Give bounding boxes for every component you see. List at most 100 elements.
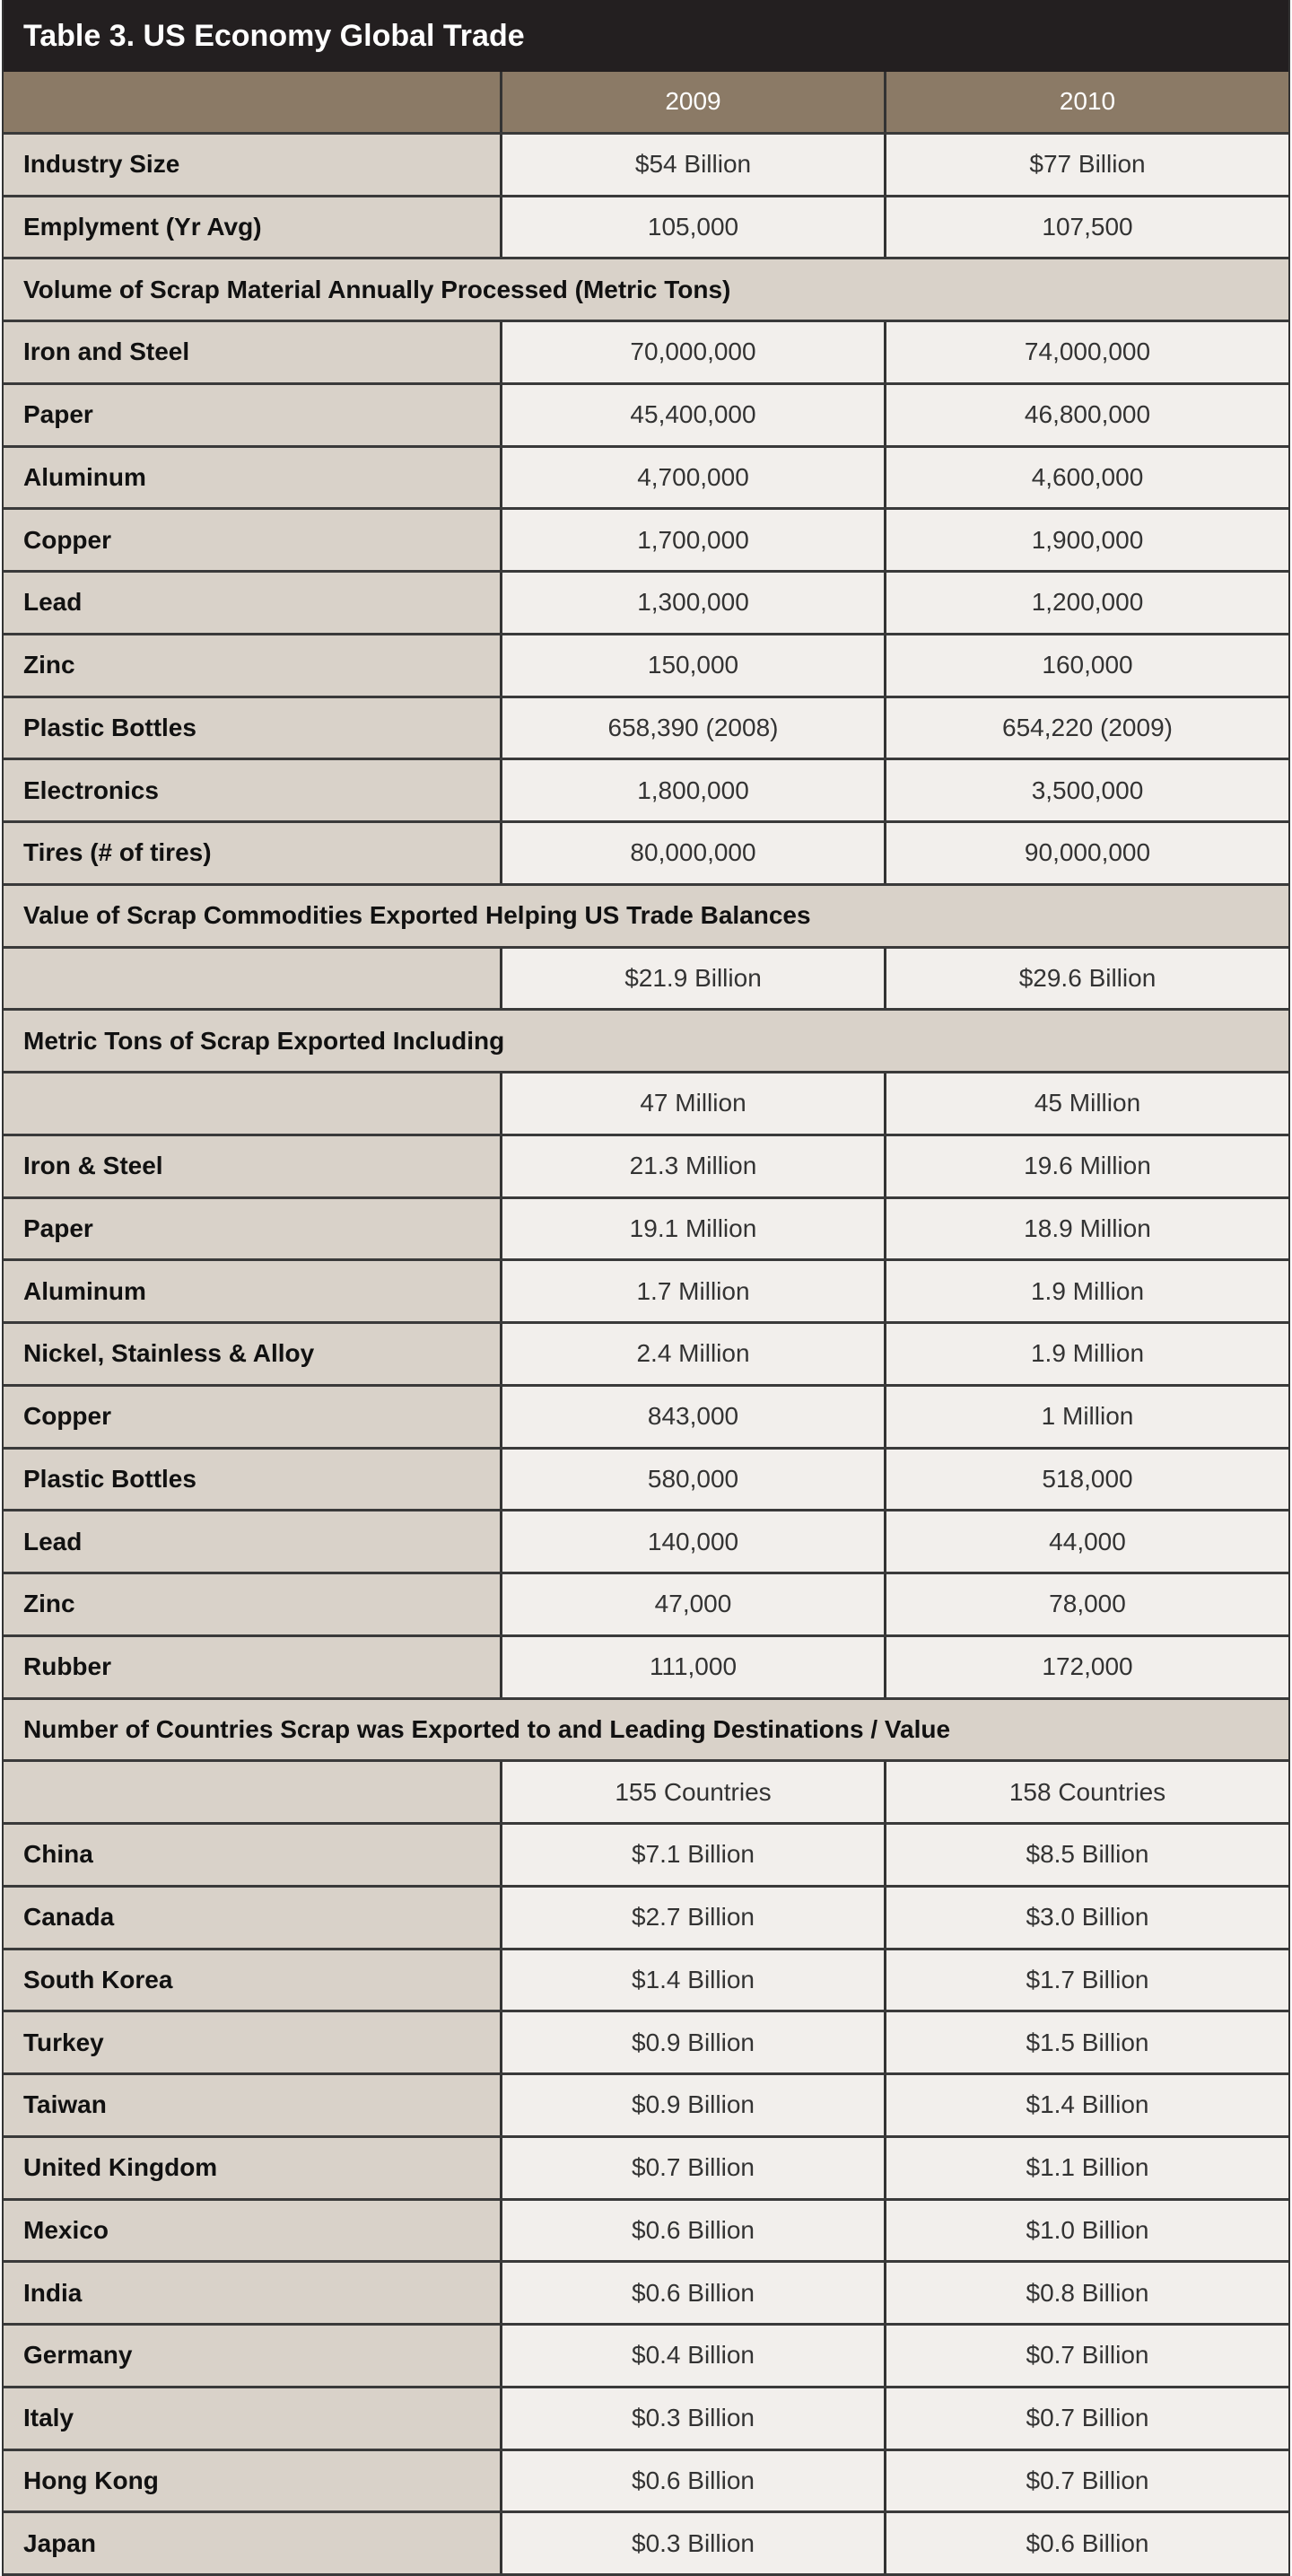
cell-2009: 658,390 (2008) <box>502 697 886 758</box>
table-row: Electronics 1,800,000 3,500,000 <box>4 760 1288 823</box>
header-cell-label <box>4 72 502 132</box>
cell-2010: 44,000 <box>886 1511 1288 1572</box>
header-cell-2010: 2010 <box>886 72 1288 132</box>
table-row: Plastic Bottles 658,390 (2008) 654,220 (20… <box>4 697 1288 761</box>
cell-2009: $0.3 Billion <box>502 2513 886 2573</box>
table-row: Rubber 111,000 172,000 <box>4 1636 1288 1700</box>
row-label: Italy <box>4 2388 502 2449</box>
cell-2009: $0.3 Billion <box>502 2388 886 2449</box>
table-row: Zinc 47,000 78,000 <box>4 1574 1288 1637</box>
table-row: Tires (# of tires) 80,000,000 90,000,000 <box>4 823 1288 886</box>
row-label: Electronics <box>4 760 502 820</box>
cell-2010: 158 Countries <box>886 1762 1288 1822</box>
cell-2010: 1.9 Million <box>886 1261 1288 1321</box>
row-label: Copper <box>4 1386 502 1447</box>
cell-2010: 107,500 <box>886 197 1288 258</box>
table-row: Iron & Steel 21.3 Million 19.6 Million <box>4 1135 1288 1199</box>
cell-2009: $0.6 Billion <box>502 2263 886 2323</box>
cell-2009: 19.1 Million <box>502 1198 886 1259</box>
cell-2009: 1,300,000 <box>502 573 886 633</box>
table-row: Paper 45,400,000 46,800,000 <box>4 384 1288 448</box>
cell-2009: 45,400,000 <box>502 384 886 445</box>
table-row: Zinc 150,000 160,000 <box>4 635 1288 698</box>
section-heading: Volume of Scrap Material Annually Proces… <box>23 275 731 303</box>
table-row: India $0.6 Billion $0.8 Billion <box>4 2263 1288 2326</box>
cell-2009: $0.6 Billion <box>502 2450 886 2511</box>
row-label: Germany <box>4 2326 502 2386</box>
cell-2010: 518,000 <box>886 1449 1288 1510</box>
cell-2010: 1.9 Million <box>886 1324 1288 1384</box>
row-label: South Korea <box>4 1950 502 2011</box>
cell-2010: $0.7 Billion <box>886 2450 1288 2511</box>
cell-2009: 111,000 <box>502 1636 886 1697</box>
cell-2009: 47 Million <box>502 1073 886 1134</box>
table-row: Copper 1,700,000 1,900,000 <box>4 510 1288 573</box>
cell-2009: $0.9 Billion <box>502 2075 886 2135</box>
row-label: Copper <box>4 510 502 570</box>
row-label: Hong Kong <box>4 2450 502 2511</box>
table-row: Paper 19.1 Million 18.9 Million <box>4 1198 1288 1262</box>
section-heading: Metric Tons of Scrap Exported Including <box>23 1026 505 1055</box>
row-label: Paper <box>4 384 502 445</box>
cell-2010: $29.6 Billion <box>886 948 1288 1009</box>
cell-2010: 4,600,000 <box>886 447 1288 508</box>
row-label: Mexico <box>4 2200 502 2261</box>
cell-2010: 74,000,000 <box>886 322 1288 382</box>
cell-2010: 19.6 Million <box>886 1135 1288 1196</box>
cell-2009: 1.7 Million <box>502 1261 886 1321</box>
table-row: Turkey $0.9 Billion $1.5 Billion <box>4 2012 1288 2075</box>
row-label: Iron & Steel <box>4 1135 502 1196</box>
row-label: United Kingdom <box>4 2137 502 2198</box>
table-row: Lead 1,300,000 1,200,000 <box>4 573 1288 635</box>
section-row: Metric Tons of Scrap Exported Including <box>4 1011 1288 1073</box>
table-row: Iron and Steel 70,000,000 74,000,000 <box>4 322 1288 385</box>
table-row: Taiwan $0.9 Billion $1.4 Billion <box>4 2075 1288 2138</box>
cell-2010: $1.0 Billion <box>886 2200 1288 2261</box>
cell-2009: 80,000,000 <box>502 823 886 883</box>
cell-2010: $1.4 Billion <box>886 2075 1288 2135</box>
cell-2009: 4,700,000 <box>502 447 886 508</box>
cell-2009: $21.9 Billion <box>502 948 886 1009</box>
cell-2009: $7.1 Billion <box>502 1825 886 1885</box>
cell-2010: $0.8 Billion <box>886 2263 1288 2323</box>
table-row: Germany $0.4 Billion $0.7 Billion <box>4 2326 1288 2388</box>
cell-2009: $54 Billion <box>502 134 886 195</box>
table-row: Emplyment (Yr Avg) 105,000 107,500 <box>4 197 1288 260</box>
cell-2010: 172,000 <box>886 1636 1288 1697</box>
table-row: Plastic Bottles 580,000 518,000 <box>4 1449 1288 1512</box>
header-row: 2009 2010 <box>4 72 1288 135</box>
table-row: 47 Million 45 Million <box>4 1073 1288 1136</box>
cell-2009: $0.4 Billion <box>502 2326 886 2386</box>
row-label: Plastic Bottles <box>4 1449 502 1510</box>
table-body: Industry Size $54 Billion $77 Billion Emply… <box>4 134 1288 2576</box>
cell-2009: $2.7 Billion <box>502 1887 886 1948</box>
cell-2009: 105,000 <box>502 197 886 258</box>
row-label: Zinc <box>4 1574 502 1634</box>
cell-2009: 21.3 Million <box>502 1135 886 1196</box>
row-label: Aluminum <box>4 447 502 508</box>
row-label: Iron and Steel <box>4 322 502 382</box>
row-label <box>4 948 502 1009</box>
cell-2009: 47,000 <box>502 1574 886 1634</box>
cell-2009: $0.6 Billion <box>502 2200 886 2261</box>
section-row: Number of Countries Scrap was Exported t… <box>4 1699 1288 1763</box>
cell-2009: 70,000,000 <box>502 322 886 382</box>
cell-2010: 1,200,000 <box>886 573 1288 633</box>
row-label: Nickel, Stainless & Alloy <box>4 1324 502 1384</box>
cell-2010: 45 Million <box>886 1073 1288 1134</box>
row-label: Tires (# of tires) <box>4 823 502 883</box>
cell-2010: 18.9 Million <box>886 1198 1288 1259</box>
table-row: South Korea $1.4 Billion $1.7 Billion <box>4 1950 1288 2013</box>
cell-2009: 1,700,000 <box>502 510 886 570</box>
cell-2010: 90,000,000 <box>886 823 1288 883</box>
row-label <box>4 1762 502 1822</box>
cell-2009: $0.9 Billion <box>502 2012 886 2072</box>
cell-2009: $1.4 Billion <box>502 1950 886 2011</box>
row-label: Zinc <box>4 635 502 696</box>
cell-2010: $1.1 Billion <box>886 2137 1288 2198</box>
table-row: Aluminum 1.7 Million 1.9 Million <box>4 1261 1288 1324</box>
row-label: Turkey <box>4 2012 502 2072</box>
cell-2010: $1.7 Billion <box>886 1950 1288 2011</box>
row-label: Emplyment (Yr Avg) <box>4 197 502 258</box>
row-label: India <box>4 2263 502 2323</box>
